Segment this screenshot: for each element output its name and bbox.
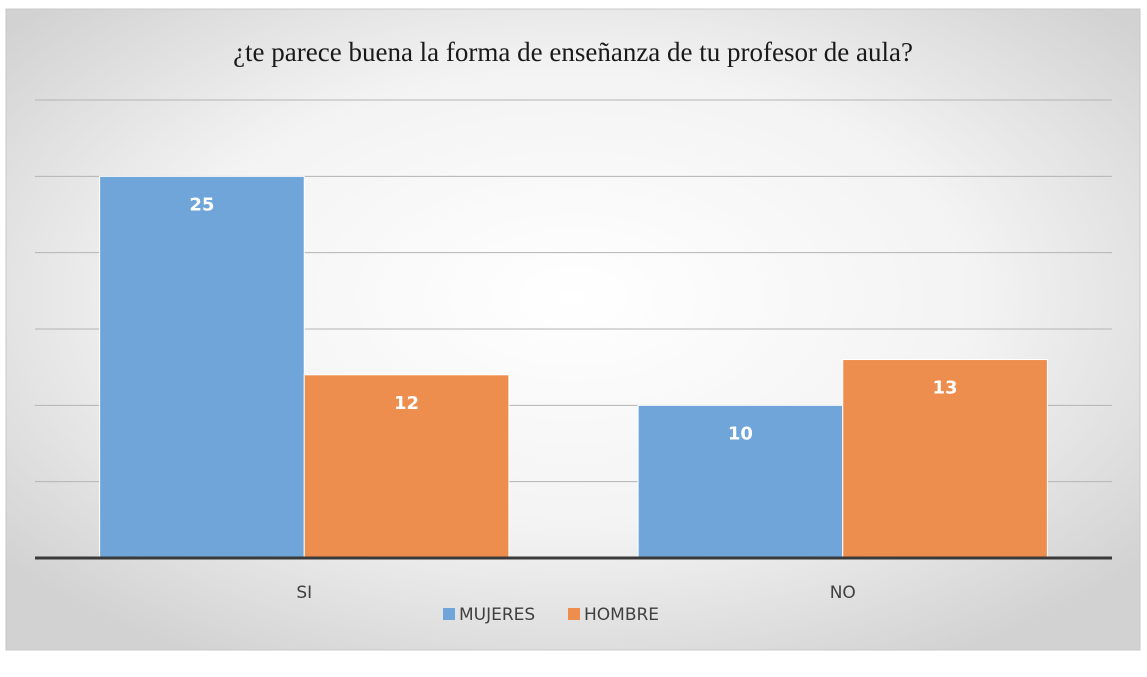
bar [637, 404, 844, 559]
data-label: 25 [189, 194, 214, 215]
data-label: 10 [728, 423, 753, 444]
bar [99, 175, 305, 559]
data-label: 13 [933, 378, 958, 399]
data-label: 12 [394, 393, 419, 414]
x-tick-label: NO [830, 583, 856, 603]
x-tick-label: SI [296, 583, 312, 603]
chart-title: ¿te parece buena la forma de enseñanza d… [233, 37, 913, 67]
legend-swatch [443, 608, 455, 620]
legend-label: HOMBRE [584, 605, 659, 625]
legend-label: MUJERES [459, 605, 535, 625]
legend-swatch [568, 608, 580, 620]
bar [303, 374, 510, 559]
bar [842, 359, 1048, 559]
